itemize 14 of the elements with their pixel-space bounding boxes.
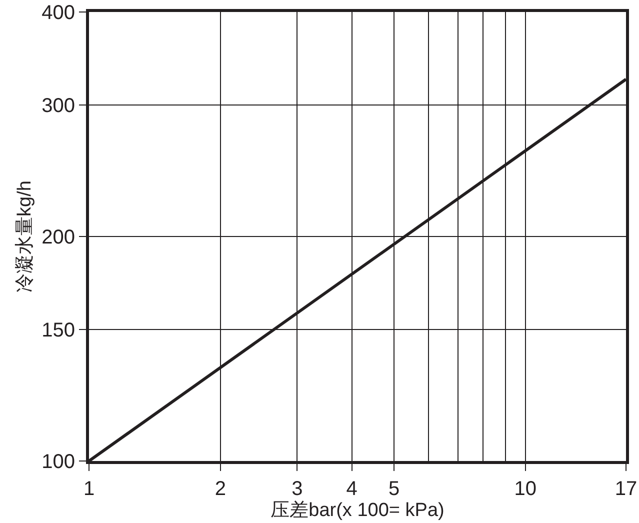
y-tick-label: 200 [42,226,75,248]
y-tick-label: 150 [42,320,75,342]
x-tick-label: 1 [83,478,95,500]
y-tick-label: 300 [42,95,75,118]
y-axis-title: 冷凝水量kg/h [14,180,36,292]
x-axis-title: 压差bar(x 100= kPa) [270,500,444,521]
x-tick-label: 17 [614,478,638,500]
x-tick-label: 4 [346,478,358,500]
y-tick-label: 400 [42,2,75,24]
x-tick-label: 2 [214,478,226,500]
y-tick-label: 100 [42,451,75,473]
x-tick-label: 3 [292,478,303,500]
x-tick-label: 5 [388,478,400,500]
x-tick-label: 10 [514,478,537,500]
